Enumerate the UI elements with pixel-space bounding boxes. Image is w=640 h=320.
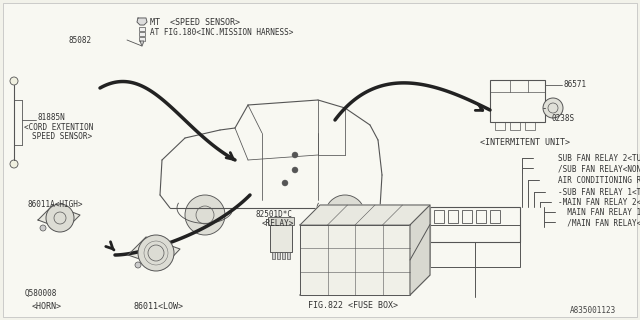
Text: MAIN FAN RELAY 1<TURBO>: MAIN FAN RELAY 1<TURBO> xyxy=(558,208,640,217)
Circle shape xyxy=(543,98,563,118)
Bar xyxy=(139,37,145,41)
Circle shape xyxy=(292,152,298,158)
Bar xyxy=(277,252,280,259)
Text: Q580008: Q580008 xyxy=(25,289,58,298)
Text: AIR CONDITIONING RELAY: AIR CONDITIONING RELAY xyxy=(558,176,640,185)
Bar xyxy=(525,122,535,130)
Bar xyxy=(430,225,520,267)
Bar xyxy=(430,207,520,242)
Text: 85082: 85082 xyxy=(69,36,92,45)
Circle shape xyxy=(40,225,46,231)
Bar xyxy=(462,210,472,223)
Text: /MAIN FAN RELAY<NON-TURBO>: /MAIN FAN RELAY<NON-TURBO> xyxy=(558,218,640,227)
Polygon shape xyxy=(410,205,430,295)
Polygon shape xyxy=(128,237,180,267)
Bar xyxy=(490,210,500,223)
Bar xyxy=(139,32,145,36)
Bar xyxy=(448,210,458,223)
Text: 82501D*C: 82501D*C xyxy=(255,210,292,219)
Bar xyxy=(268,217,294,225)
Text: <RELAY>: <RELAY> xyxy=(262,219,294,228)
Text: <HORN>: <HORN> xyxy=(32,302,62,311)
Text: AT FIG.180<INC.MISSION HARNESS>: AT FIG.180<INC.MISSION HARNESS> xyxy=(150,28,293,37)
Text: 86011A<HIGH>: 86011A<HIGH> xyxy=(28,200,83,209)
Bar xyxy=(287,252,290,259)
Circle shape xyxy=(46,204,74,232)
Circle shape xyxy=(282,180,288,186)
Circle shape xyxy=(10,77,18,85)
Circle shape xyxy=(138,235,174,271)
Text: -MAIN FAN RELAY 2<TURBO>: -MAIN FAN RELAY 2<TURBO> xyxy=(558,198,640,207)
Text: MT  <SPEED SENSOR>: MT <SPEED SENSOR> xyxy=(150,18,240,27)
Text: 86571: 86571 xyxy=(564,80,587,89)
Circle shape xyxy=(325,195,365,235)
Text: 81885N: 81885N xyxy=(37,113,65,122)
Text: /SUB FAN RELAY<NON-TURBO>: /SUB FAN RELAY<NON-TURBO> xyxy=(558,164,640,173)
Text: <CORD EXTENTION: <CORD EXTENTION xyxy=(24,123,93,132)
Bar xyxy=(272,252,275,259)
Polygon shape xyxy=(300,275,430,295)
Bar xyxy=(282,252,285,259)
Polygon shape xyxy=(38,205,80,230)
Text: SPEED SENSOR>: SPEED SENSOR> xyxy=(32,132,92,141)
Text: SUB FAN RELAY 2<TURBO>: SUB FAN RELAY 2<TURBO> xyxy=(558,154,640,163)
Bar xyxy=(495,122,505,130)
Bar xyxy=(510,122,520,130)
Text: 86011<LOW>: 86011<LOW> xyxy=(133,302,183,311)
Circle shape xyxy=(135,262,141,268)
Bar xyxy=(490,80,545,122)
Circle shape xyxy=(185,195,225,235)
Polygon shape xyxy=(137,18,147,25)
Circle shape xyxy=(10,160,18,168)
Text: 0238S: 0238S xyxy=(552,114,575,123)
Polygon shape xyxy=(300,225,410,295)
Text: A835001123: A835001123 xyxy=(570,306,616,315)
Bar xyxy=(434,210,444,223)
Text: <INTERMITENT UNIT>: <INTERMITENT UNIT> xyxy=(480,138,570,147)
Polygon shape xyxy=(140,41,144,46)
Bar xyxy=(270,222,292,252)
Polygon shape xyxy=(300,205,430,225)
Bar xyxy=(476,210,486,223)
Text: -SUB FAN RELAY 1<TURBO>: -SUB FAN RELAY 1<TURBO> xyxy=(558,188,640,197)
Bar xyxy=(139,27,145,31)
Circle shape xyxy=(292,167,298,173)
Text: FIG.822 <FUSE BOX>: FIG.822 <FUSE BOX> xyxy=(308,301,398,310)
